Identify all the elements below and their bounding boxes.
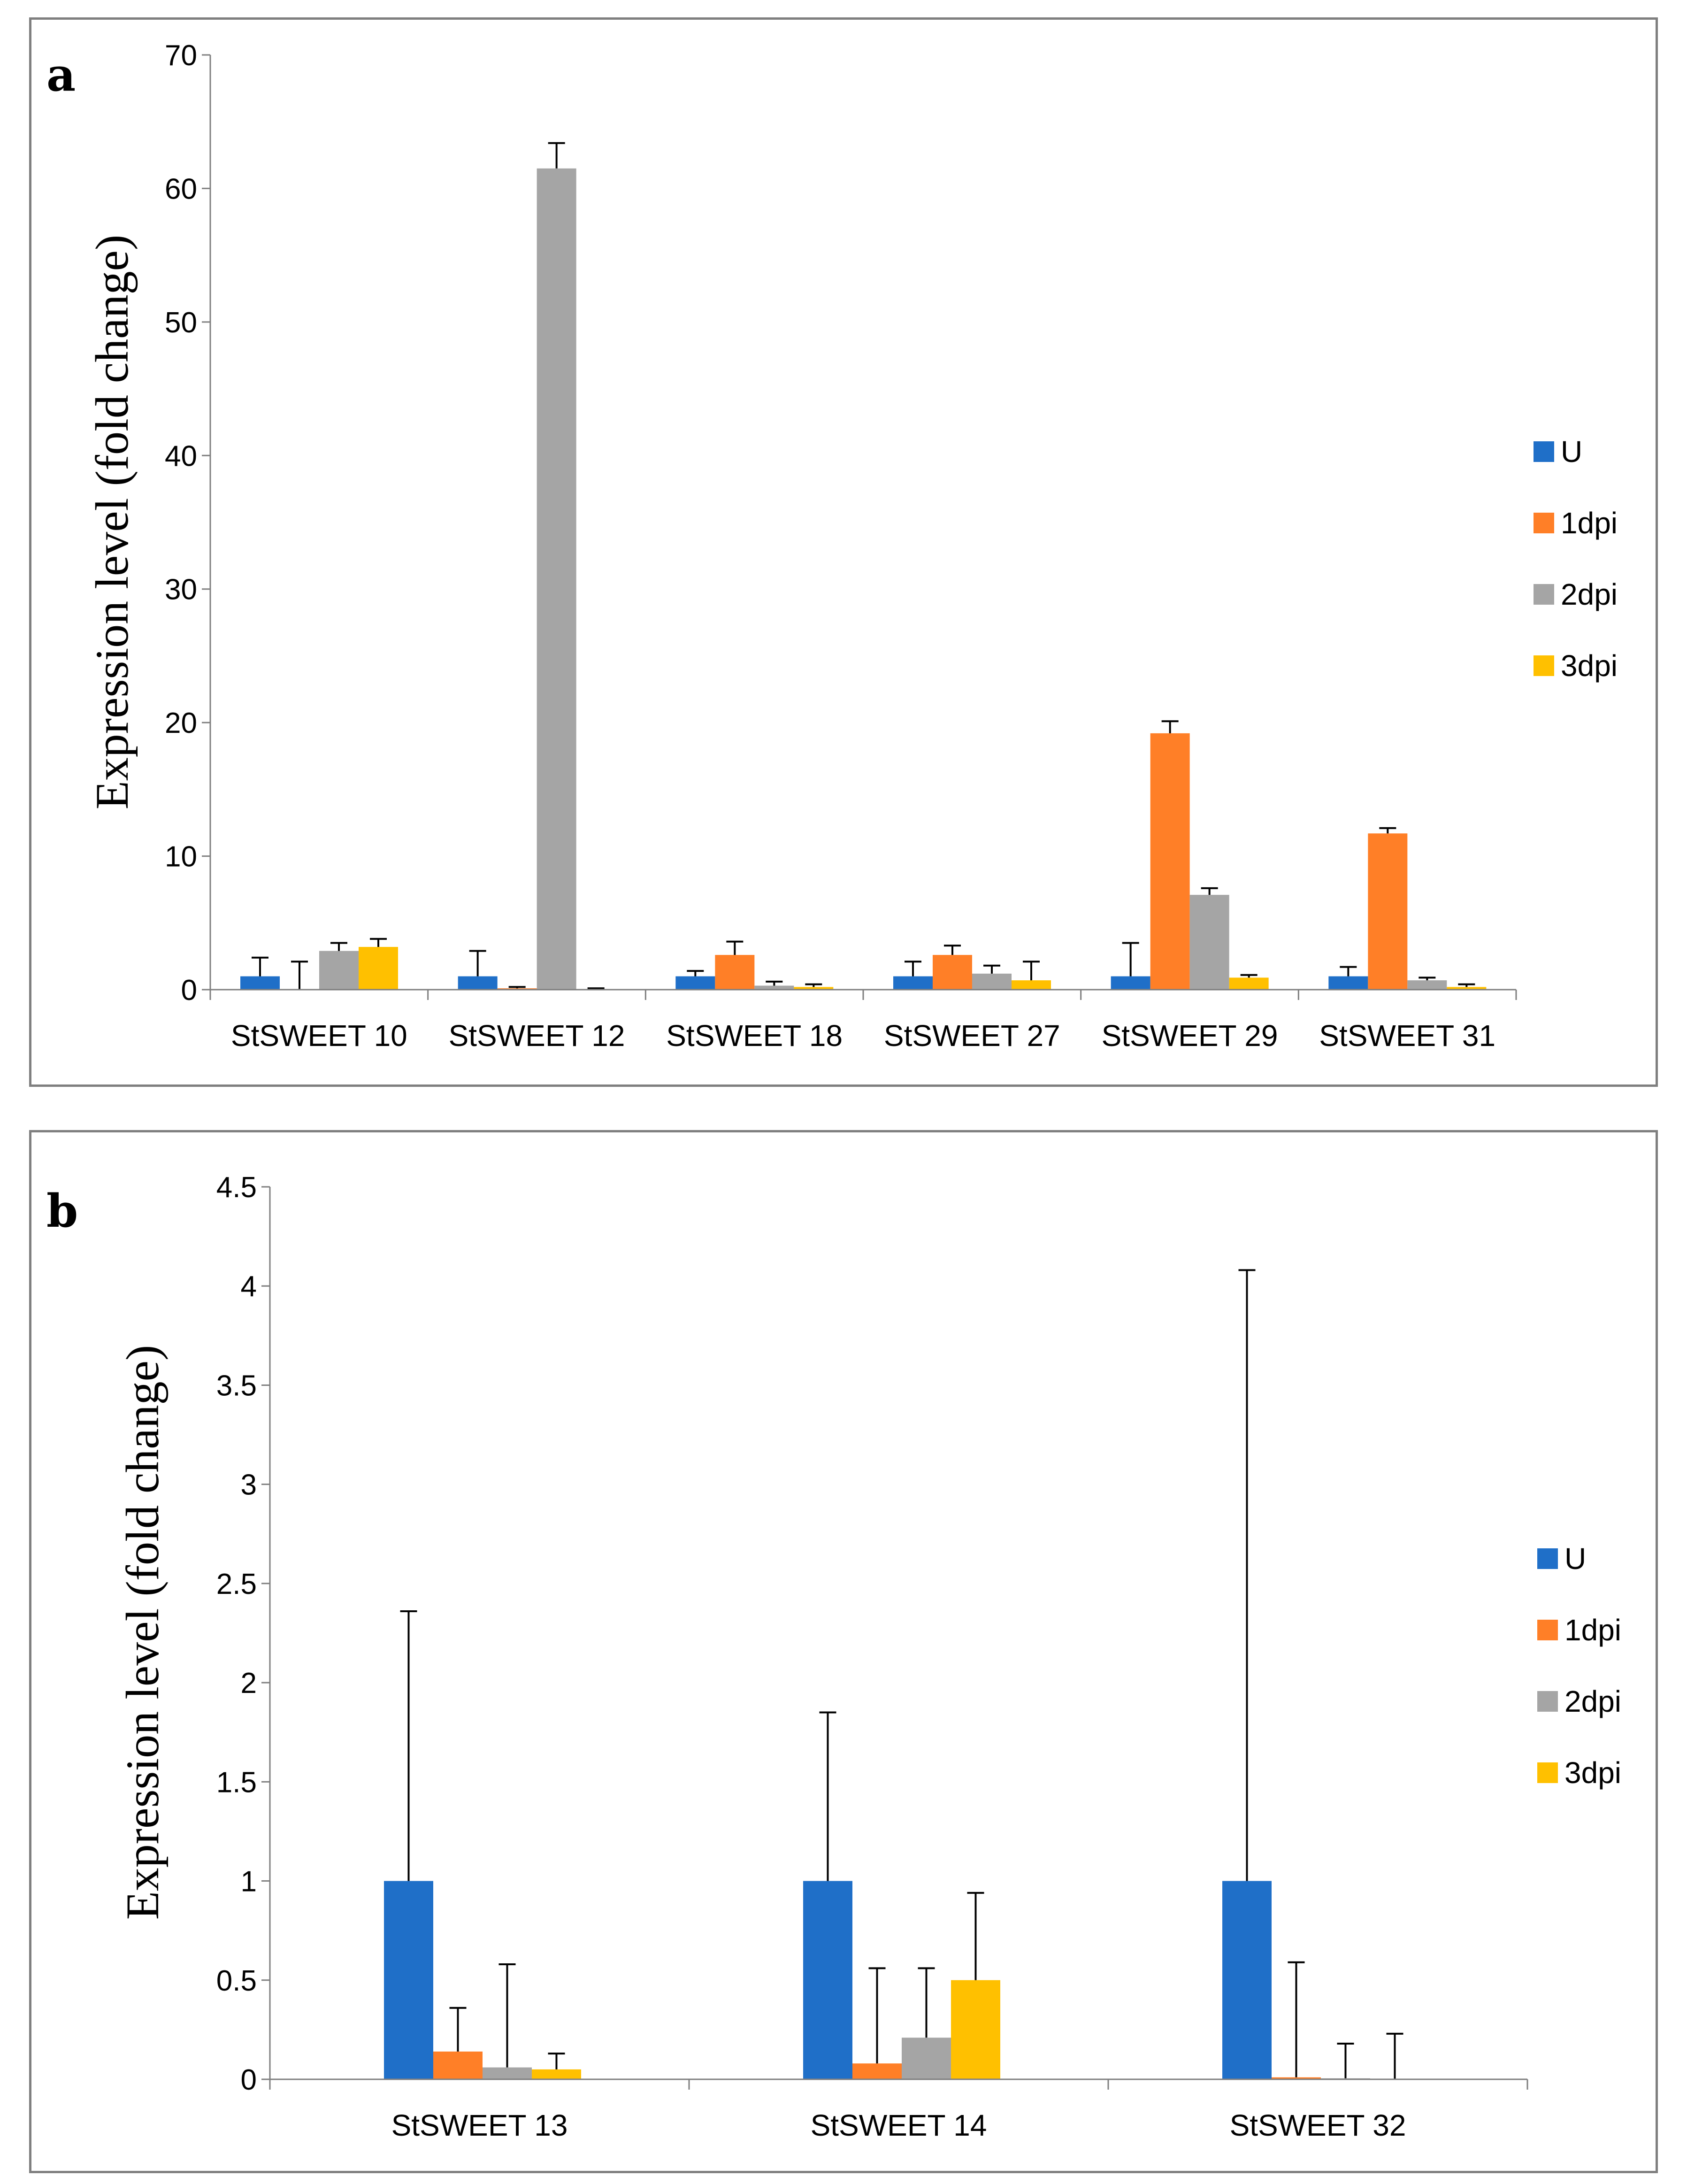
bar-2dpi-5 xyxy=(1189,895,1229,990)
bar-chart-b: 0 0.5 1 1.5 2 2.5 3 3.5 4 4.5 StSWEET 13 StSWEET 14… xyxy=(116,1171,1621,2142)
y-tick-label: 2.5 xyxy=(216,1568,257,1600)
bar-3dpi-1 xyxy=(532,2069,581,2079)
y-tick-label: 1.5 xyxy=(216,1766,257,1799)
y-tick-label: 0.5 xyxy=(216,1965,257,1997)
legend-label-U: U xyxy=(1564,1542,1586,1576)
bar-U-4 xyxy=(893,976,933,990)
legend-label-3dpi: 3dpi xyxy=(1561,649,1618,683)
legend-label-3dpi: 3dpi xyxy=(1564,1756,1621,1790)
x-category-label: StSWEET 14 xyxy=(811,2108,987,2142)
bar-2dpi-1 xyxy=(319,951,359,990)
bar-3dpi-1 xyxy=(359,946,398,990)
bar-U-1 xyxy=(240,976,280,990)
chart-panel-a: a 0 10 20 30 40 50 60 70 StSWEET 10 StSWEET 12 StS… xyxy=(29,17,1658,1087)
bar-2dpi-6 xyxy=(1407,980,1447,990)
x-category-label: StSWEET 29 xyxy=(1102,1019,1278,1053)
y-tick-label: 2 xyxy=(241,1667,257,1700)
y-tick-label: 3 xyxy=(241,1469,257,1501)
bar-3dpi-5 xyxy=(1229,977,1269,990)
bar-2dpi-3 xyxy=(754,985,794,990)
y-tick-label: 50 xyxy=(165,307,197,339)
y-tick-label: 4.5 xyxy=(216,1171,257,1204)
y-tick-label: 3.5 xyxy=(216,1369,257,1402)
bar-1dpi-4 xyxy=(933,955,972,990)
bar-1dpi-3 xyxy=(1272,2077,1321,2079)
bar-U-2 xyxy=(458,976,498,990)
legend-swatch-1dpi xyxy=(1537,1620,1558,1640)
bar-U-3 xyxy=(675,976,715,990)
y-tick-label: 70 xyxy=(165,39,197,72)
x-category-label: StSWEET 18 xyxy=(666,1019,843,1053)
y-tick-label: 30 xyxy=(165,574,197,606)
bar-1dpi-2 xyxy=(852,2063,902,2079)
panel-letter-b: b xyxy=(46,1184,78,1238)
legend-label-1dpi: 1dpi xyxy=(1561,506,1618,540)
legend-swatch-U xyxy=(1534,441,1554,462)
legend-swatch-U xyxy=(1537,1548,1558,1569)
x-category-label: StSWEET 10 xyxy=(231,1019,407,1053)
legend-label-U: U xyxy=(1561,435,1582,469)
bar-chart-a: 0 10 20 30 40 50 60 70 StSWEET 10 StSWEET 12 StSWE… xyxy=(86,39,1618,1053)
legend-swatch-2dpi xyxy=(1534,584,1554,605)
y-tick-label: 0 xyxy=(181,974,197,1007)
bar-1dpi-1 xyxy=(433,2051,483,2079)
y-tick-label: 1 xyxy=(241,1866,257,1898)
legend-label-2dpi: 2dpi xyxy=(1564,1684,1621,1718)
bar-3dpi-6 xyxy=(1447,987,1487,990)
bar-U-1 xyxy=(384,1881,433,2079)
bar-2dpi-4 xyxy=(972,973,1012,990)
y-tick-label: 0 xyxy=(241,2064,257,2096)
bar-2dpi-2 xyxy=(902,2038,951,2079)
y-axis-title: Expression level (fold change) xyxy=(86,235,138,810)
bar-3dpi-3 xyxy=(794,987,834,990)
y-tick-label: 10 xyxy=(165,841,197,873)
bar-1dpi-6 xyxy=(1368,833,1408,990)
y-tick-label: 4 xyxy=(241,1270,257,1303)
x-category-label: StSWEET 12 xyxy=(449,1019,625,1053)
bar-2dpi-1 xyxy=(483,2067,532,2079)
bar-1dpi-5 xyxy=(1150,733,1190,990)
bar-2dpi-2 xyxy=(537,168,576,990)
bar-3dpi-4 xyxy=(1012,980,1051,990)
bar-U-6 xyxy=(1328,976,1368,990)
y-axis-title: Expression level (fold change) xyxy=(116,1345,169,1920)
y-tick-label: 60 xyxy=(165,173,197,205)
bar-U-5 xyxy=(1111,976,1150,990)
legend-swatch-3dpi xyxy=(1534,655,1554,676)
x-category-label: StSWEET 31 xyxy=(1319,1019,1495,1053)
chart-panel-b: b 0 0.5 1 1.5 2 2.5 3 3.5 4 4.5 StSWEET 13 StSWEET … xyxy=(29,1130,1658,2173)
legend-label-2dpi: 2dpi xyxy=(1561,577,1618,611)
legend-swatch-2dpi xyxy=(1537,1691,1558,1712)
y-tick-label: 20 xyxy=(165,707,197,739)
bar-3dpi-2 xyxy=(951,1980,1000,2079)
legend-swatch-1dpi xyxy=(1534,513,1554,533)
x-category-label: StSWEET 32 xyxy=(1230,2108,1406,2142)
x-category-label: StSWEET 27 xyxy=(884,1019,1060,1053)
bar-1dpi-3 xyxy=(715,955,755,990)
x-category-label: StSWEET 13 xyxy=(391,2108,568,2142)
panel-letter-a: a xyxy=(46,48,76,101)
legend-swatch-3dpi xyxy=(1537,1762,1558,1783)
y-tick-label: 40 xyxy=(165,440,197,472)
bar-U-2 xyxy=(803,1881,852,2079)
legend-label-1dpi: 1dpi xyxy=(1564,1613,1621,1647)
bar-U-3 xyxy=(1222,1881,1272,2079)
